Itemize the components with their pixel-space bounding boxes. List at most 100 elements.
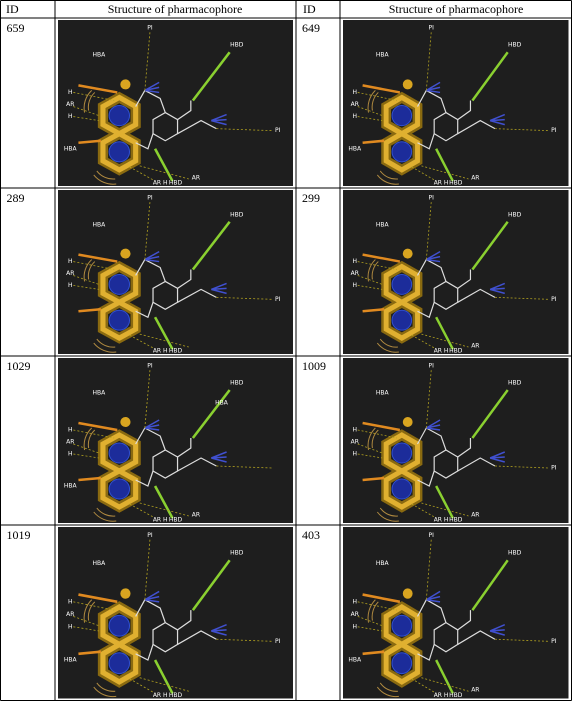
- feature-label: HBA: [93, 560, 107, 567]
- feature-label: HBA: [376, 221, 390, 228]
- feature-label: PI: [551, 127, 557, 134]
- feature-label: HBA: [376, 390, 390, 397]
- feature-label: AR: [471, 687, 479, 694]
- feature-label: HBA: [64, 483, 78, 490]
- feature-label: HBA: [348, 657, 362, 664]
- feature-label: PI: [275, 638, 281, 645]
- feature-label: PI: [551, 296, 557, 303]
- feature-label: AR: [66, 611, 74, 618]
- feature-label: HBD: [508, 380, 522, 387]
- feature-label: HBD: [449, 517, 463, 524]
- id-cell: 1029: [7, 359, 31, 373]
- feature-label: PI: [147, 25, 153, 32]
- feature-label: HBD: [230, 380, 244, 387]
- feature-label: HBD: [230, 42, 244, 49]
- feature-label: H: [353, 282, 358, 289]
- pharmacophore-image: [343, 527, 569, 699]
- feature-label: HBD: [449, 179, 463, 186]
- feature-label: H: [68, 258, 73, 265]
- feature-label: AR H: [434, 517, 449, 524]
- id-cell: 403: [302, 528, 320, 542]
- feature-label: HBA: [93, 390, 107, 397]
- header-id: ID: [6, 2, 19, 16]
- feature-label: AR: [351, 611, 359, 618]
- pharmacophore-image: [58, 527, 293, 699]
- feature-label: HBD: [169, 517, 183, 524]
- feature-label: HBD: [449, 348, 463, 355]
- feature-label: PI: [429, 194, 435, 201]
- feature-label: AR: [66, 270, 74, 277]
- feature-label: PI: [551, 465, 557, 472]
- header-id: ID: [303, 2, 316, 16]
- feature-label: HBA: [93, 52, 107, 59]
- feature-label: HBA: [64, 657, 78, 664]
- feature-label: PI: [429, 363, 435, 370]
- header-structure: Structure of pharmacophore: [108, 2, 243, 16]
- feature-label: HBD: [508, 549, 522, 556]
- feature-label: H: [353, 451, 358, 458]
- feature-label: H: [353, 427, 358, 434]
- feature-label: HBD: [230, 211, 244, 218]
- feature-label: AR H: [434, 692, 449, 699]
- feature-label: HBA: [93, 221, 107, 228]
- feature-label: H: [353, 89, 358, 96]
- feature-label: HBD: [230, 549, 244, 556]
- pharmacophore-image: [58, 358, 293, 523]
- id-cell: 299: [302, 191, 320, 205]
- feature-label: AR: [192, 512, 200, 519]
- feature-label: H: [68, 451, 73, 458]
- feature-label: H: [353, 623, 358, 630]
- pharmacophore-image: [343, 190, 569, 354]
- pharmacophore-image: [58, 190, 293, 354]
- feature-label: HBD: [508, 42, 522, 49]
- id-cell: 649: [302, 21, 320, 35]
- feature-label: AR H: [434, 348, 449, 355]
- feature-label: HBA: [376, 560, 390, 567]
- feature-label: HBD: [169, 179, 183, 186]
- feature-label: PI: [275, 127, 281, 134]
- feature-label: HBA: [376, 52, 390, 59]
- feature-label: PI: [147, 532, 153, 539]
- feature-label: AR: [351, 270, 359, 277]
- feature-label: AR: [471, 174, 479, 181]
- feature-label: PI: [429, 25, 435, 32]
- feature-label: H: [68, 623, 73, 630]
- id-cell: 1009: [302, 359, 326, 373]
- feature-label: AR H: [153, 517, 168, 524]
- feature-label: AR: [471, 343, 479, 350]
- feature-label: AR: [351, 101, 359, 108]
- feature-label: PI: [429, 532, 435, 539]
- feature-label: HBD: [508, 211, 522, 218]
- feature-label: HBA: [215, 400, 229, 407]
- feature-label: HBA: [64, 145, 78, 152]
- feature-label: H: [68, 113, 73, 120]
- feature-label: AR: [66, 101, 74, 108]
- feature-label: HBA: [348, 145, 362, 152]
- feature-label: H: [353, 113, 358, 120]
- pharmacophore-image: [343, 358, 569, 523]
- feature-label: HBD: [169, 692, 183, 699]
- feature-label: AR H: [153, 692, 168, 699]
- feature-label: AR H: [434, 179, 449, 186]
- feature-label: H: [68, 89, 73, 96]
- feature-label: AR H: [153, 348, 168, 355]
- feature-label: H: [353, 598, 358, 605]
- feature-label: H: [68, 598, 73, 605]
- feature-label: AR: [192, 174, 200, 181]
- feature-label: AR: [351, 439, 359, 446]
- id-cell: 289: [7, 191, 25, 205]
- header-structure: Structure of pharmacophore: [389, 2, 524, 16]
- feature-label: PI: [147, 194, 153, 201]
- feature-label: H: [68, 282, 73, 289]
- id-cell: 659: [7, 21, 25, 35]
- feature-label: AR: [66, 439, 74, 446]
- feature-label: PI: [147, 363, 153, 370]
- feature-label: AR: [471, 512, 479, 519]
- feature-label: AR H: [153, 179, 168, 186]
- feature-label: PI: [275, 296, 281, 303]
- pharmacophore-image: [58, 20, 293, 186]
- feature-label: H: [353, 258, 358, 265]
- id-cell: 1019: [7, 528, 31, 542]
